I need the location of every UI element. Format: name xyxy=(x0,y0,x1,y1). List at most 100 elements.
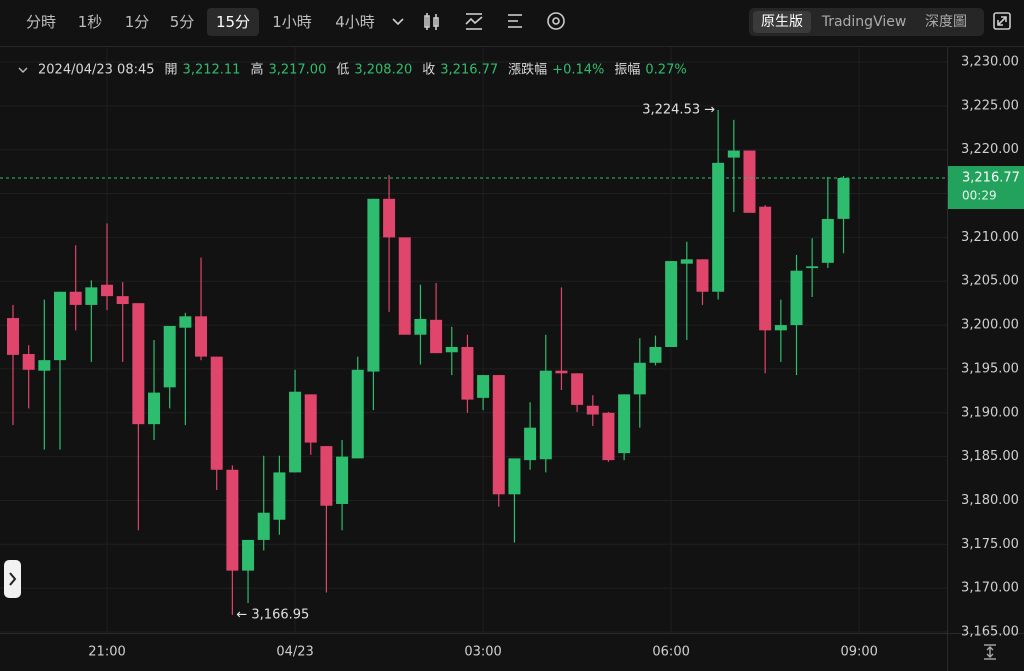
y-tick-label: 3,195.00 xyxy=(961,361,1019,376)
x-tick-label: 21:00 xyxy=(88,645,125,660)
candle-body xyxy=(680,259,693,264)
candle-body xyxy=(821,218,834,263)
fullscreen-icon[interactable] xyxy=(993,12,1011,30)
interval-button[interactable]: 1秒 xyxy=(77,13,103,31)
candle-body xyxy=(116,296,129,305)
info-time: 2024/04/23 08:45 xyxy=(38,63,155,78)
candle-body xyxy=(383,198,396,238)
expand-icon[interactable] xyxy=(9,572,17,586)
y-tick-label: 3,165.00 xyxy=(961,625,1019,640)
candle-body xyxy=(304,394,317,443)
settings-icon[interactable] xyxy=(547,12,565,30)
candle-body xyxy=(367,198,380,372)
last-price-label: 3,216.77 xyxy=(962,171,1020,186)
interval-button[interactable]: 1分 xyxy=(124,13,150,31)
info-label: 振幅 xyxy=(614,63,640,78)
candle-body xyxy=(602,412,615,461)
candle-body xyxy=(524,427,537,461)
candle-body xyxy=(508,458,521,495)
candle-body xyxy=(54,291,67,361)
y-tick-label: 3,185.00 xyxy=(961,449,1019,464)
candle-body xyxy=(837,178,850,219)
x-tick-label: 03:00 xyxy=(464,645,501,660)
interval-button[interactable]: 分時 xyxy=(25,13,57,31)
y-tick-label: 3,180.00 xyxy=(961,493,1019,508)
info-value: 3,208.20 xyxy=(354,63,412,78)
candle-body xyxy=(69,291,82,305)
view-button[interactable]: 深度圖 xyxy=(925,14,967,30)
candle-body xyxy=(38,360,51,371)
candle-type-icon[interactable] xyxy=(424,13,439,30)
x-tick-label: 09:00 xyxy=(840,645,877,660)
candle-body xyxy=(586,405,599,415)
axis-reset-icon[interactable] xyxy=(984,644,996,660)
interval-button[interactable]: 5分 xyxy=(169,13,195,31)
y-tick-label: 3,190.00 xyxy=(961,405,1019,420)
candle-body xyxy=(555,370,568,374)
candle-body xyxy=(351,369,364,459)
candle-body xyxy=(22,354,35,370)
menu-icon[interactable] xyxy=(508,14,522,28)
candle-body xyxy=(414,318,427,335)
info-value: 3,216.77 xyxy=(440,63,498,78)
candle-body xyxy=(571,373,584,405)
info-value: 0.27% xyxy=(645,63,686,78)
info-value: 3,212.11 xyxy=(183,63,241,78)
candle-body xyxy=(289,391,302,473)
candle-body xyxy=(148,392,161,425)
toolbar: 分時 1秒 1分 5分 15分 1小時 4小時 原生版 TradingView 深度圖 xyxy=(0,0,1024,47)
candle-body xyxy=(398,237,411,335)
info-label: 漲跌幅 xyxy=(508,62,547,78)
dropdown-icon[interactable] xyxy=(392,18,404,26)
candle-body xyxy=(163,325,176,388)
chart: 3,165.00 3,170.00 3,175.00 3,180.00 3,185.00… xyxy=(0,47,1024,671)
view-button[interactable]: TradingView xyxy=(821,14,907,30)
countdown: 00:29 xyxy=(962,189,997,203)
indicator-icon[interactable] xyxy=(465,13,483,30)
candle-body xyxy=(195,316,208,357)
candle-body xyxy=(445,347,458,353)
candle-body xyxy=(320,446,333,506)
y-tick-label: 3,170.00 xyxy=(961,581,1019,596)
candle-body xyxy=(242,539,255,571)
candle-body xyxy=(179,316,192,328)
info-value: 3,217.00 xyxy=(268,63,326,78)
extreme-label: 3,224.53 → xyxy=(642,102,715,117)
candle-body xyxy=(132,303,145,425)
candle-body xyxy=(210,356,223,470)
candle-body xyxy=(461,347,474,400)
expand-button[interactable] xyxy=(4,560,21,598)
candle-body xyxy=(257,512,270,540)
candle-body xyxy=(743,150,756,213)
interval-button[interactable]: 4小時 xyxy=(335,13,375,31)
view-button[interactable]: 原生版 xyxy=(753,11,811,33)
y-tick-label: 3,205.00 xyxy=(961,274,1019,289)
candle-body xyxy=(618,394,631,454)
candle-body xyxy=(273,472,286,520)
candle-body xyxy=(492,375,505,495)
y-tick-label: 3,220.00 xyxy=(961,142,1019,157)
candle-body xyxy=(649,347,662,363)
y-tick-label: 3,200.00 xyxy=(961,318,1019,333)
candle-body xyxy=(759,206,772,331)
candle-body xyxy=(477,375,490,398)
interval-button[interactable]: 15分 xyxy=(206,8,260,36)
candle-body xyxy=(539,370,552,460)
y-tick-label: 3,210.00 xyxy=(961,230,1019,245)
info-label: 開 xyxy=(165,63,178,78)
candle-body xyxy=(790,270,803,326)
interval-button[interactable]: 1小時 xyxy=(272,13,312,31)
y-tick-label: 3,175.00 xyxy=(961,537,1019,552)
candle-body xyxy=(430,319,443,354)
candle-body xyxy=(7,318,19,355)
candle-body xyxy=(85,287,98,305)
candle-body xyxy=(101,284,114,297)
x-tick-label: 04/23 xyxy=(276,645,313,660)
candle-body xyxy=(727,150,740,158)
info-label: 低 xyxy=(336,63,349,78)
info-value: +0.14% xyxy=(552,63,604,78)
candle-body xyxy=(774,325,787,331)
candle-body xyxy=(696,259,709,292)
y-tick-label: 3,225.00 xyxy=(961,98,1019,113)
